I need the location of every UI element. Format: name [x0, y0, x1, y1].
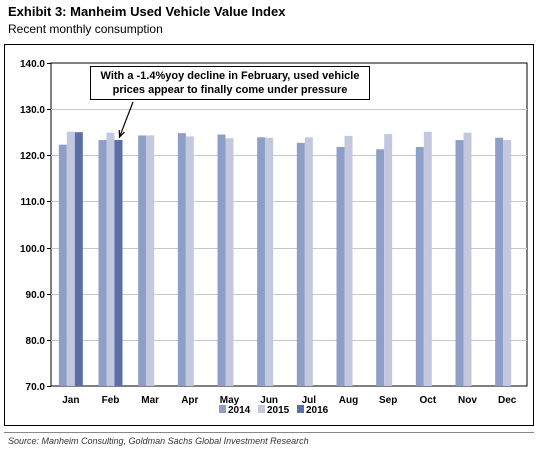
x-tick-label: Dec	[498, 395, 517, 406]
legend-label-2015: 2015	[267, 405, 290, 416]
annotation-callout: With a -1.4%yoy decline in February, use…	[90, 66, 370, 100]
chart-frame: 70.0 80.0 90.0 100.0 110.0 120.0 130.0 140.0 Jan…	[4, 44, 534, 426]
bar-2015-jul	[304, 137, 313, 386]
bar-2014-may	[217, 134, 226, 386]
bar-2015-sep	[384, 134, 393, 386]
bar-2015-apr	[185, 136, 194, 386]
x-tick-label: Oct	[419, 395, 436, 406]
x-tick-label: Nov	[458, 395, 477, 406]
axes: 70.0 80.0 90.0 100.0 110.0 120.0 130.0 140.0 Jan…	[20, 59, 517, 406]
bars	[58, 131, 512, 386]
bar-2014-mar	[138, 135, 147, 386]
chart-title: Exhibit 3: Manheim Used Vehicle Value In…	[8, 4, 286, 19]
bar-2015-may	[225, 138, 234, 386]
y-tick-label: 80.0	[26, 336, 46, 347]
annotation-line-2: prices appear to finally come under pres…	[112, 84, 348, 96]
bar-chart: 70.0 80.0 90.0 100.0 110.0 120.0 130.0 140.0 Jan…	[20, 59, 528, 416]
x-tick-label: Jan	[62, 395, 79, 406]
bar-2014-apr	[177, 133, 186, 386]
bar-2014-aug	[336, 146, 345, 386]
legend-label-2016: 2016	[306, 405, 329, 416]
bar-2015-jun	[265, 137, 274, 386]
bar-2015-jan	[66, 131, 75, 386]
x-tick-label: Aug	[339, 395, 358, 406]
gridlines	[50, 62, 528, 387]
bar-2015-oct	[423, 131, 432, 386]
bar-2014-jan	[58, 144, 67, 386]
bar-2014-nov	[455, 140, 464, 386]
legend-swatch-2015	[258, 405, 265, 413]
bar-2016-feb	[114, 140, 123, 386]
y-tick-label: 110.0	[21, 197, 46, 208]
source-note: Source: Manheim Consulting, Goldman Sach…	[8, 436, 309, 446]
bar-2014-feb	[98, 140, 107, 386]
x-tick-label: May	[220, 395, 240, 406]
x-tick-label: Apr	[181, 395, 198, 406]
x-tick-label: Feb	[102, 395, 120, 406]
source-divider	[4, 432, 534, 433]
x-tick-label: Mar	[141, 395, 159, 406]
y-tick-label: 130.0	[20, 105, 45, 116]
plot-area	[50, 62, 528, 387]
bar-2015-dec	[503, 140, 512, 386]
bar-2014-dec	[495, 137, 504, 386]
bar-2014-sep	[376, 149, 385, 386]
y-tick-label: 100.0	[20, 244, 45, 255]
y-tick-label: 120.0	[20, 151, 45, 162]
legend-swatch-2014	[219, 405, 226, 413]
y-tick-label: 140.0	[20, 59, 45, 70]
annotation-arrow	[118, 101, 134, 138]
bar-2014-jun	[257, 137, 266, 386]
bar-2015-mar	[146, 135, 155, 386]
x-tick-label: Jul	[302, 395, 317, 406]
legend: 2014 2015 2016	[219, 405, 329, 416]
x-tick-label: Sep	[379, 395, 397, 406]
y-tick-label: 70.0	[26, 382, 46, 393]
bar-2014-jul	[296, 142, 305, 386]
legend-label-2014: 2014	[228, 405, 251, 416]
bar-2015-nov	[463, 132, 472, 386]
annotation-arrowhead	[118, 130, 125, 139]
chart-subtitle: Recent monthly consumption	[8, 22, 163, 36]
annotation-line-1: With a -1.4%yoy decline in February, use…	[100, 70, 360, 82]
bar-2015-aug	[344, 135, 353, 386]
legend-swatch-2016	[297, 405, 304, 413]
bar-2016-jan	[74, 132, 83, 386]
bar-2015-feb	[106, 132, 115, 386]
bar-2014-oct	[415, 146, 424, 386]
x-tick-label: Jun	[260, 395, 278, 406]
y-tick-label: 90.0	[26, 290, 46, 301]
